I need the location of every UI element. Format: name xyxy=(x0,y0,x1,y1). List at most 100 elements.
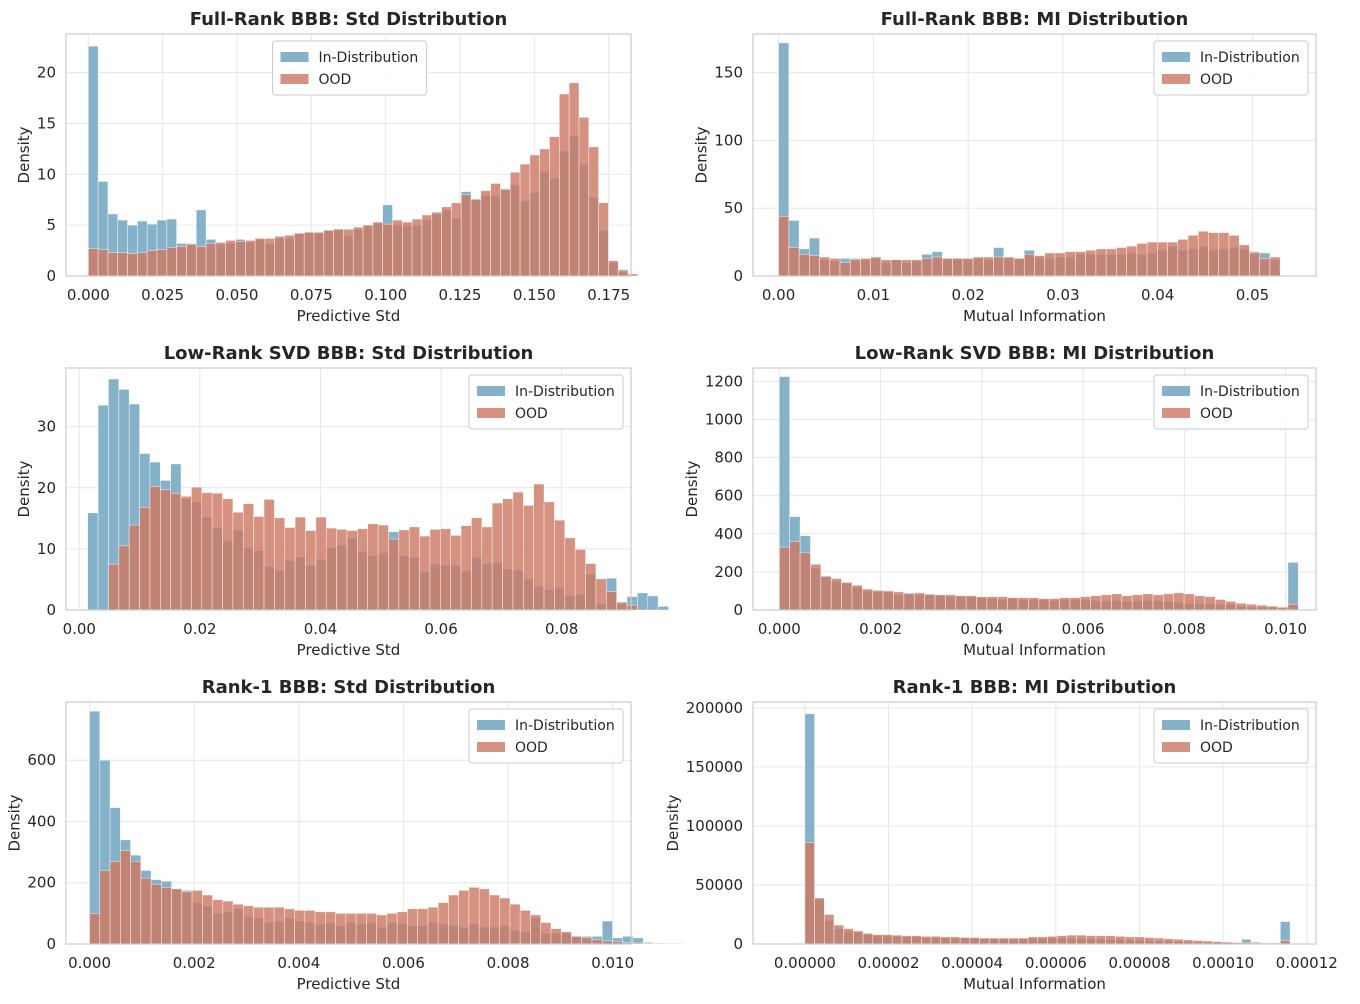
y-tick-label: 200 xyxy=(27,874,56,892)
bar xyxy=(212,899,224,945)
x-tick-label: 0.00002 xyxy=(858,954,920,972)
bar xyxy=(872,590,884,611)
bar xyxy=(798,254,810,277)
bar xyxy=(1218,232,1230,277)
bar xyxy=(294,232,305,277)
legend-swatch-ood xyxy=(1162,74,1190,84)
x-tick-label: 0.000 xyxy=(758,620,801,638)
bar xyxy=(913,592,925,611)
bar xyxy=(451,202,462,277)
x-tick-label: 0.000 xyxy=(67,286,110,304)
legend-swatch-ood xyxy=(1162,408,1190,418)
bar xyxy=(211,492,223,611)
bar xyxy=(500,189,511,277)
bar xyxy=(911,935,922,945)
bar xyxy=(274,517,286,611)
bar xyxy=(860,258,872,277)
bar xyxy=(88,248,99,277)
legend-box xyxy=(272,40,427,96)
bar xyxy=(1075,251,1086,277)
bar xyxy=(235,241,246,277)
y-tick-label: 30 xyxy=(37,418,56,436)
bar xyxy=(1059,597,1071,611)
bar xyxy=(480,190,491,277)
bar xyxy=(335,913,347,945)
x-tick-label: 0.00008 xyxy=(1108,954,1170,972)
x-tick-label: 0.02 xyxy=(183,620,216,638)
bar xyxy=(1136,243,1148,277)
bar xyxy=(988,937,1000,945)
bar xyxy=(215,242,226,277)
bar xyxy=(993,256,1005,277)
bar xyxy=(1173,938,1184,945)
bar xyxy=(303,231,315,277)
x-tick-label: 0.004 xyxy=(960,620,1003,638)
bar xyxy=(959,937,971,945)
bar xyxy=(120,850,131,945)
bar xyxy=(242,503,254,611)
x-tick-label: 0.125 xyxy=(439,286,482,304)
bar xyxy=(450,535,462,611)
bar xyxy=(1023,254,1035,277)
bar xyxy=(962,258,974,277)
bar xyxy=(1131,594,1143,611)
bar xyxy=(1153,937,1165,945)
bar xyxy=(1028,597,1040,611)
bar xyxy=(976,596,988,611)
bar xyxy=(952,258,964,277)
bar xyxy=(983,256,994,277)
y-tick-label: 600 xyxy=(27,751,56,769)
bar xyxy=(191,890,203,945)
bar xyxy=(581,937,593,945)
bar xyxy=(1126,245,1138,277)
bar xyxy=(830,578,842,611)
bar xyxy=(1008,937,1019,945)
y-tick-label: 0 xyxy=(46,935,56,953)
x-tick-label: 0.06 xyxy=(424,620,457,638)
bar xyxy=(1194,595,1206,611)
legend: In-Distribution OOD xyxy=(1153,708,1309,764)
bar xyxy=(588,146,599,277)
chart-title: Low-Rank SVD BBB: Std Distribution xyxy=(164,343,534,364)
bar xyxy=(862,933,874,945)
bar xyxy=(89,710,101,945)
bar xyxy=(1124,936,1136,945)
bar xyxy=(1287,603,1299,611)
bar xyxy=(478,888,490,945)
bar xyxy=(274,236,285,277)
x-tick-label: 0.010 xyxy=(1264,620,1307,638)
bar xyxy=(799,552,811,611)
bar xyxy=(225,240,236,277)
bar xyxy=(460,525,472,611)
bar xyxy=(1287,562,1299,611)
bar xyxy=(550,928,562,945)
bar xyxy=(1080,596,1091,611)
legend-label: In-Distribution xyxy=(1200,718,1300,734)
legend-swatch-in-distribution xyxy=(280,52,309,62)
bar xyxy=(893,591,905,611)
bar xyxy=(481,526,493,611)
bar xyxy=(253,906,265,945)
bar xyxy=(1027,936,1039,945)
bar xyxy=(130,860,142,945)
legend-box xyxy=(1153,40,1309,96)
legend: In-Distribution OOD xyxy=(1153,40,1309,96)
chart-panel-2: Full-Rank BBB: MI Distribution 0.00 0.01 0.… xyxy=(693,9,1317,325)
series-ood xyxy=(89,850,685,945)
bar xyxy=(284,527,296,611)
bar xyxy=(89,913,101,945)
bar xyxy=(523,505,534,611)
y-axis-label: Density xyxy=(683,460,701,517)
bar xyxy=(930,936,942,945)
bar xyxy=(352,226,364,277)
bar xyxy=(407,908,418,945)
bar xyxy=(595,578,607,611)
bar xyxy=(441,206,452,277)
series-ood xyxy=(778,216,1281,277)
bar xyxy=(305,530,317,611)
y-tick-label: 150000 xyxy=(686,758,743,776)
plot-frame xyxy=(752,367,1317,611)
bar xyxy=(1208,232,1220,277)
bar xyxy=(205,243,217,277)
bar xyxy=(1003,256,1015,277)
